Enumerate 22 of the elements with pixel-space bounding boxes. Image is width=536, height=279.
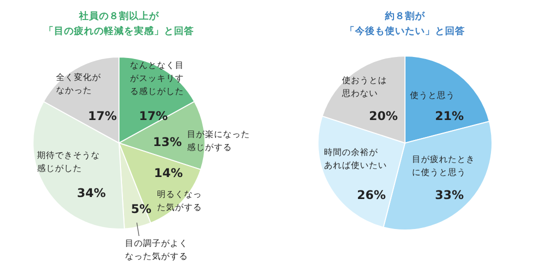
chart-title: 社員の８割以上が「目の疲れの軽減を実感」と回答 (44, 10, 194, 37)
data-label: 21% (435, 109, 464, 123)
slice-label: 目が疲れたときに使うと思う (412, 154, 475, 178)
slice-label: 使うと思う (410, 90, 455, 101)
data-label: 13% (153, 135, 182, 149)
data-label: 20% (369, 109, 398, 123)
slice-label: 使おうとは思わない (341, 75, 387, 99)
slice-label: 期待できそうな感じがした (37, 150, 100, 174)
chart-title: 約８割が「今後も使いたい」と回答 (345, 10, 465, 37)
slice-label: 時間の余裕があれば使いたい (324, 147, 387, 171)
data-label: 26% (357, 188, 386, 202)
data-label: 17% (139, 109, 168, 123)
slice-label: なんとなく目がスッキリする感じがした (130, 61, 184, 97)
data-label: 34% (77, 186, 106, 200)
data-label: 14% (154, 166, 183, 180)
slice-label: 明るくなった気がする (157, 189, 202, 213)
data-label: 33% (435, 188, 464, 202)
slice-label: 目が楽になった感じがする (187, 129, 250, 153)
slice-label: 全く変化がなかった (56, 72, 102, 96)
slice-label: 目の調子がよくなった気がする (125, 238, 188, 262)
data-label: 17% (88, 109, 117, 123)
data-label: 5% (131, 202, 152, 216)
